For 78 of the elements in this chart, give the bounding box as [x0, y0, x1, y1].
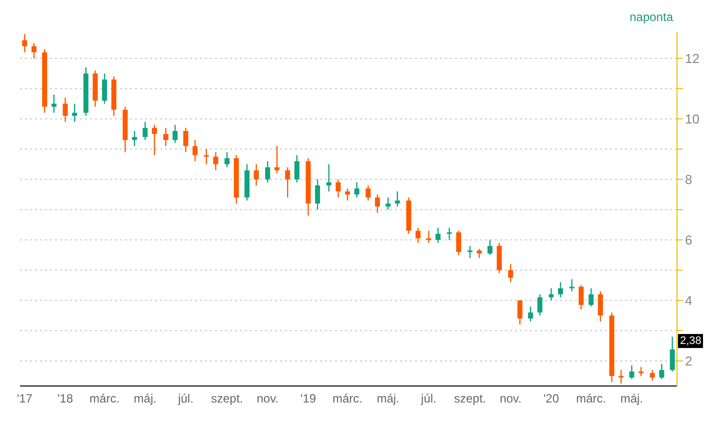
candlestick: [183, 127, 188, 153]
candlestick: [22, 34, 28, 53]
x-tick-label: márc.: [90, 392, 120, 406]
candlestick: [31, 42, 36, 59]
candlestick: [476, 248, 482, 259]
candlestick: [487, 239, 492, 256]
candlestick: [618, 369, 624, 384]
candlestick: [446, 227, 452, 240]
candlestick: [588, 288, 594, 308]
candlestick: [285, 166, 290, 198]
x-tick-label: szept.: [211, 392, 244, 406]
x-tick-label: '18: [57, 392, 74, 406]
candlestick: [51, 94, 56, 114]
candlestick: [467, 245, 472, 259]
candlestick: [569, 278, 574, 292]
x-tick-label: nov.: [256, 392, 279, 406]
x-tick-label: nov.: [500, 392, 522, 406]
x-tick-label: máj.: [376, 392, 400, 406]
candlestick: [598, 290, 603, 322]
x-tick-label: '20: [543, 392, 560, 406]
candlestick: [374, 194, 380, 214]
text: 2,38: [678, 334, 704, 348]
y-tick-label: 12: [685, 50, 700, 66]
candlestick: [508, 263, 514, 283]
candlestick: [548, 288, 554, 301]
candlestick: [265, 160, 270, 183]
candlestick: [436, 227, 441, 244]
candlestick: [336, 178, 341, 198]
y-tick-label: 10: [685, 111, 700, 126]
y-tick-label: 6: [685, 232, 692, 248]
candlestick: [456, 230, 462, 256]
candlestick: [152, 124, 157, 156]
candlestick: [254, 164, 259, 186]
candlestick: [426, 230, 432, 244]
candlestick: [132, 130, 137, 147]
x-tick-label: szept.: [454, 392, 486, 406]
candlestick: [102, 72, 108, 104]
candlestick: [638, 366, 644, 377]
y-tick-label: 8: [685, 172, 692, 187]
candlestick: [670, 336, 675, 372]
candlestick: [517, 300, 522, 326]
candlestick: [394, 190, 400, 208]
candlestick: [650, 369, 655, 382]
x-tick-label: máj.: [620, 392, 644, 406]
x-tick-label: júl.: [177, 392, 194, 406]
x-tick-label: márc.: [332, 392, 362, 406]
x-tick-label: '19: [300, 392, 316, 406]
candlestick: [204, 148, 209, 165]
candlestick: [326, 164, 332, 192]
candlestick: [172, 124, 178, 144]
candlestick: [142, 121, 148, 141]
candlestick: [629, 364, 634, 380]
text: naponta: [630, 10, 673, 24]
candlestick: [274, 145, 280, 174]
candlestick: [213, 152, 218, 171]
y-tick-label: 4: [685, 292, 692, 308]
candlestick: [416, 227, 421, 244]
x-tick-label: máj.: [134, 392, 156, 406]
candlestick: [294, 154, 300, 183]
candlestick: [315, 178, 320, 210]
candlestick: [345, 188, 350, 202]
y-tick-label: 2: [685, 354, 692, 368]
candlestick: [558, 282, 564, 298]
x-tick-label: '17: [16, 392, 33, 406]
candlestick: [386, 196, 391, 210]
candlestick: [354, 182, 360, 198]
candlestick: [192, 139, 198, 162]
candlestick: [224, 152, 230, 168]
candlestick: [537, 294, 542, 316]
x-tick-label: márc.: [576, 392, 606, 406]
candlestick: [163, 127, 168, 147]
candlestick: [72, 103, 78, 122]
x-tick-label: júl.: [420, 392, 436, 406]
candlestick: [366, 184, 371, 202]
candlestick: [659, 363, 664, 380]
candlestick: [528, 306, 534, 322]
candlestick: [62, 97, 68, 122]
candlestick: [578, 284, 584, 310]
